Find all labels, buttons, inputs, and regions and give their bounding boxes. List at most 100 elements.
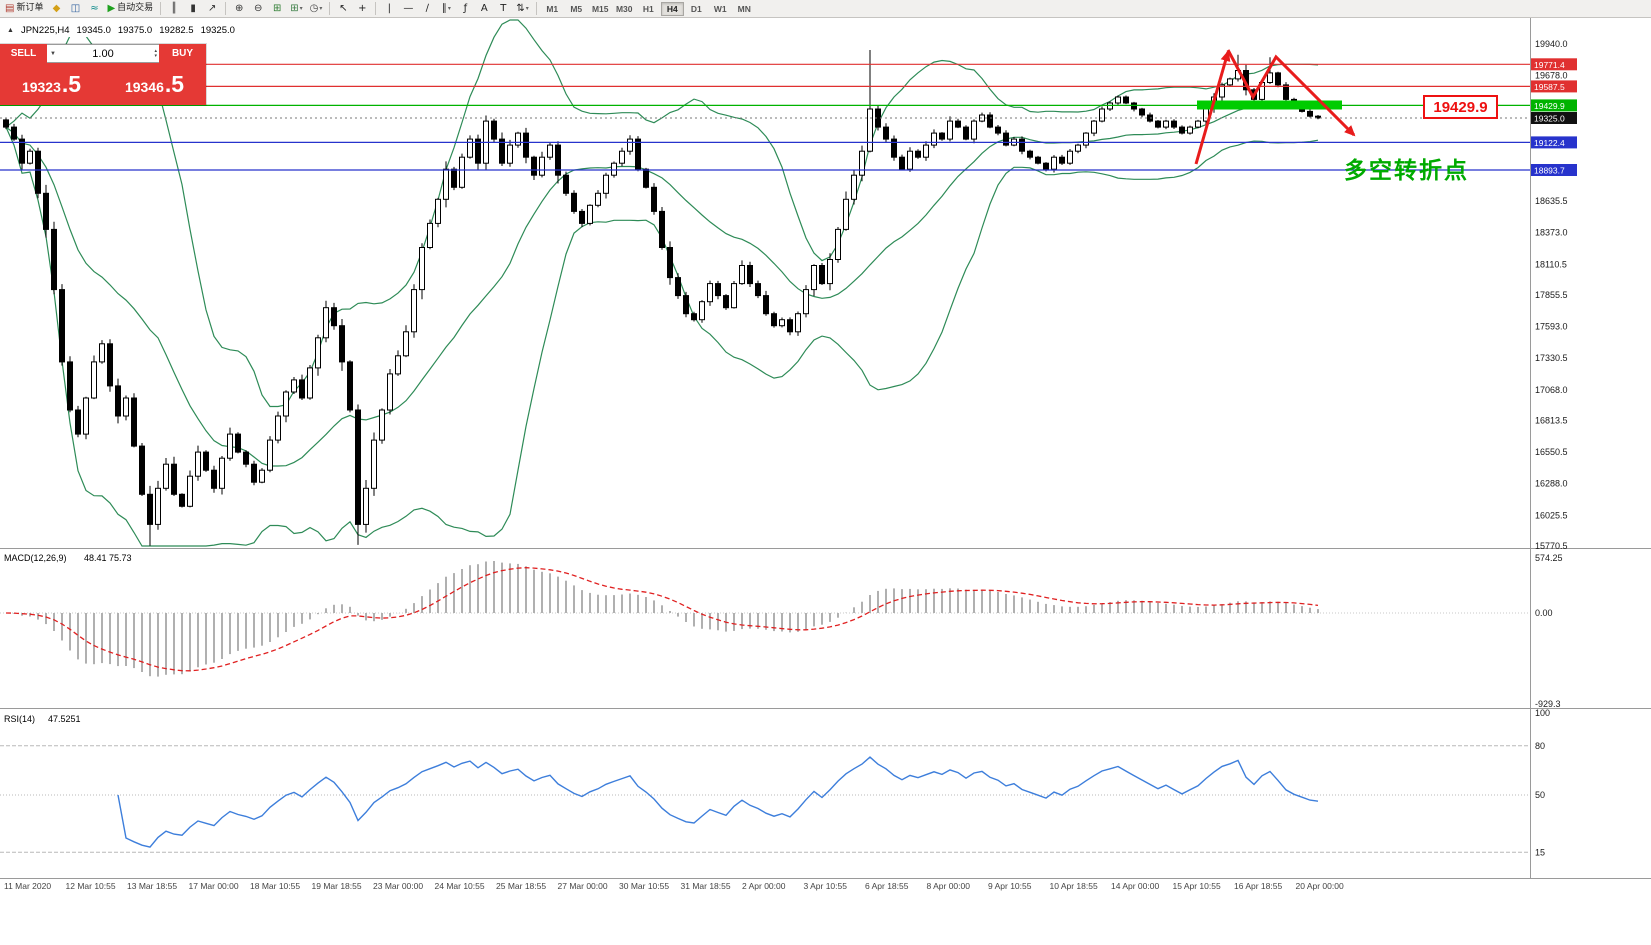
svg-text:19122.4: 19122.4 [1534,138,1565,148]
svg-text:27 Mar 00:00: 27 Mar 00:00 [558,881,608,891]
svg-text:16288.0: 16288.0 [1535,479,1568,489]
new-order-button-label: 新订单 [16,3,44,13]
candlestick-icon: ▮ [190,2,196,14]
fibonacci-icon[interactable]: ƒ [456,1,474,16]
volume-input[interactable]: ▼ 1.00 ▴ ▾ [47,44,159,63]
vertical-line-icon: | [387,2,392,14]
svg-text:31 Mar 18:55: 31 Mar 18:55 [681,881,731,891]
svg-text:574.25: 574.25 [1535,553,1563,563]
chevron-down-icon: ▾ [319,4,323,12]
new-order-button[interactable]: ▤ 新订单 [2,1,46,16]
volume-dropdown-icon[interactable]: ▼ [50,50,56,57]
svg-text:10 Apr 18:55: 10 Apr 18:55 [1050,881,1098,891]
label-icon[interactable]: T [494,1,512,16]
toolbar-separator [225,2,227,15]
cursor-icon[interactable]: ↖ [334,1,352,16]
trend-arrows [1194,49,1356,165]
new-order-icon: ▤ [5,2,15,14]
timeframe-m5[interactable]: M5 [565,2,588,16]
timeframe-mn[interactable]: MN [733,2,756,16]
bar-low: 19282.5 [159,25,194,36]
svg-text:13 Mar 18:55: 13 Mar 18:55 [127,881,177,891]
vertical-line-icon[interactable]: | [380,1,398,16]
svg-text:50: 50 [1535,790,1545,800]
svg-text:18 Mar 10:55: 18 Mar 10:55 [250,881,300,891]
channel-icon: ∥ [441,2,447,14]
bar-chart-icon[interactable]: ║ [165,1,183,16]
svg-text:16 Apr 18:55: 16 Apr 18:55 [1234,881,1282,891]
signals-icon: ≈ [90,2,99,14]
svg-text:19771.4: 19771.4 [1534,60,1565,70]
toolbar-items: ▤ 新订单 ◆ ◫ ≈ ▶ 自动交易 ║ ▮ ↗ ⊕ ⊖ ⊞ ⊞ ▾ ◷ ▾ ↖ + | — ∕ ∥ ▾ ƒ A T ⇅ ▾ M1 M5 M1… [2,0,756,17]
cursor-icon: ↖ [339,2,348,14]
rsi-value: 47.5251 [48,714,81,724]
chevron-down-icon: ▾ [299,4,303,12]
svg-text:19587.5: 19587.5 [1534,82,1565,92]
svg-text:15: 15 [1535,847,1545,857]
up-arrow [1194,50,1231,165]
timeframe-m1[interactable]: M1 [541,2,564,16]
svg-text:15 Apr 10:55: 15 Apr 10:55 [1173,881,1221,891]
buy-price[interactable]: 19346.5 [124,70,185,97]
svg-text:14 Apr 00:00: 14 Apr 00:00 [1111,881,1159,891]
svg-text:100: 100 [1535,708,1550,718]
expert-advisors-icon[interactable]: ◆ [47,1,65,16]
svg-text:3 Apr 10:55: 3 Apr 10:55 [804,881,848,891]
svg-text:9 Apr 10:55: 9 Apr 10:55 [988,881,1032,891]
svg-text:-929.3: -929.3 [1535,699,1561,709]
autotrading-play-icon: ▶ [107,2,116,14]
horizontal-line-icon[interactable]: — [399,1,417,16]
symbol-direction-icon: ▲ [7,27,14,34]
timeframe-m15[interactable]: M15 [589,2,612,16]
symbol-name: JPN225,H4 [20,25,70,36]
timeframe-w1[interactable]: W1 [709,2,732,16]
turning-point-label: 多空转折点 [1344,157,1469,184]
svg-text:8 Apr 00:00: 8 Apr 00:00 [927,881,971,891]
expert-advisors-icon: ◆ [52,2,61,14]
zoom-out-icon[interactable]: ⊖ [249,1,267,16]
tile-windows-icon[interactable]: ⊞ [268,1,286,16]
bar-open: 19345.0 [76,25,111,36]
timeframe-m30[interactable]: M30 [613,2,636,16]
symbol-ohlc-bar: ▲ JPN225,H4 19345.0 19375.0 19282.5 1932… [4,24,238,37]
signals-icon[interactable]: ≈ [85,1,103,16]
text-icon[interactable]: A [475,1,493,16]
toolbar-separator [535,2,537,15]
new-chart-icon[interactable]: ⊞ ▾ [287,1,305,16]
text-icon: A [480,2,488,14]
zoom-out-icon: ⊖ [253,2,263,14]
buy-button[interactable]: BUY [159,44,206,63]
macd-label: MACD(12,26,9) [4,553,67,563]
svg-text:18110.5: 18110.5 [1535,259,1567,269]
svg-text:6 Apr 18:55: 6 Apr 18:55 [865,881,909,891]
line-chart-icon: ↗ [207,2,217,14]
svg-text:17330.5: 17330.5 [1535,353,1568,363]
trendline-icon[interactable]: ∕ [418,1,436,16]
channel-icon[interactable]: ∥ ▾ [437,1,455,16]
svg-text:17855.5: 17855.5 [1535,290,1568,300]
svg-text:30 Mar 10:55: 30 Mar 10:55 [619,881,669,891]
shapes-icon[interactable]: ⇅ ▾ [513,1,531,16]
timeframe-h1[interactable]: H1 [637,2,660,16]
svg-text:19429.9: 19429.9 [1534,101,1565,111]
timeframe-h4[interactable]: H4 [660,1,684,16]
sell-button[interactable]: SELL [0,44,47,63]
shapes-icon: ⇅ [516,2,525,14]
svg-text:18893.7: 18893.7 [1534,166,1565,176]
svg-text:0.00: 0.00 [1535,608,1553,618]
svg-text:18635.5: 18635.5 [1535,196,1568,206]
volume-spinner[interactable]: ▴ ▾ [154,47,157,59]
line-chart-icon[interactable]: ↗ [203,1,221,16]
sell-price[interactable]: 19323.5 [21,70,82,97]
crosshair-icon[interactable]: + [353,1,371,16]
zoom-in-icon[interactable]: ⊕ [230,1,248,16]
candlestick-icon[interactable]: ▮ [184,1,202,16]
toolbar-separator [329,2,331,15]
market-watch-icon[interactable]: ◫ [66,1,84,16]
timeframe-d1[interactable]: D1 [685,2,708,16]
chevron-down-icon: ▾ [525,4,529,12]
autotrading-button[interactable]: ▶ 自动交易 [104,1,156,16]
refresh-icon[interactable]: ◷ ▾ [307,1,326,16]
